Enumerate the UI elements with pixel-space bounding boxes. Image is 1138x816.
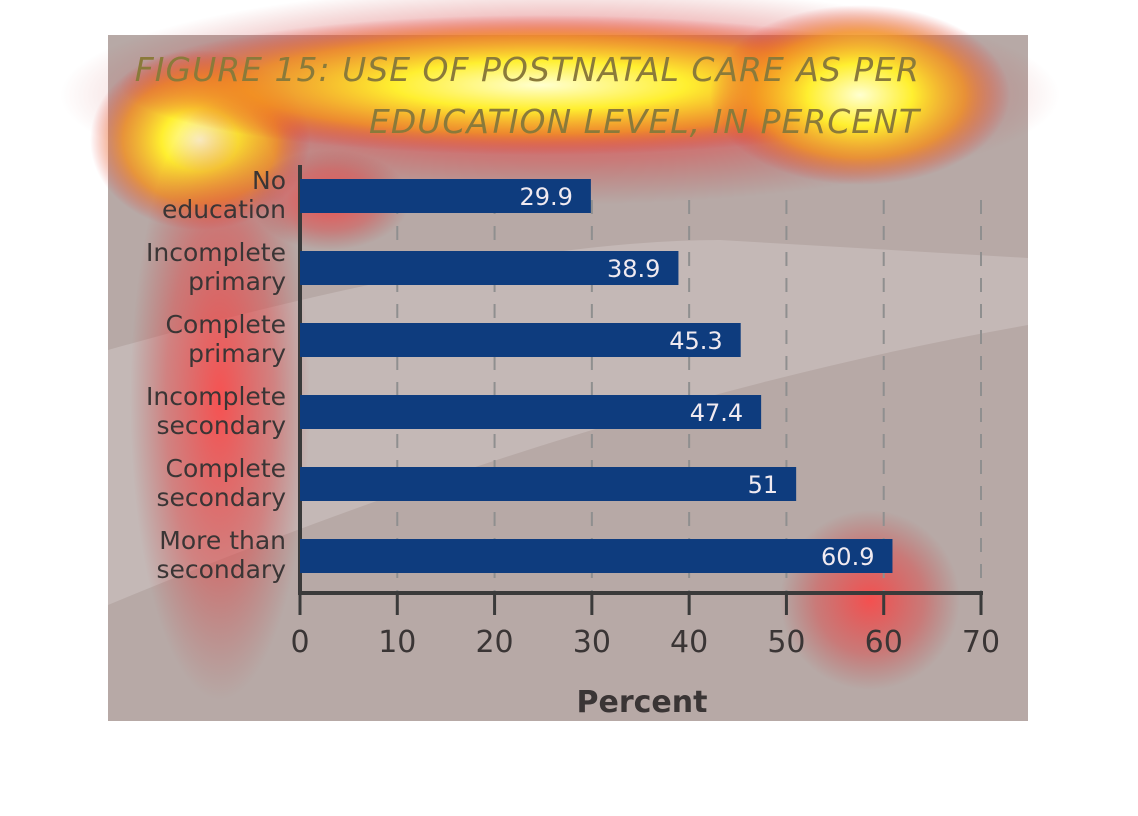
data-label: 38.9 [607, 255, 660, 283]
bar [300, 179, 591, 213]
heatmap [60, 0, 1060, 700]
y-tick-label: Complete primary [165, 310, 286, 368]
data-label: 60.9 [821, 543, 874, 571]
bar [300, 467, 797, 501]
x-tick-label: 10 [378, 625, 416, 660]
x-tick-label: 40 [670, 625, 708, 660]
x-tick-label: 50 [767, 625, 805, 660]
data-label: 45.3 [669, 327, 722, 355]
data-label: 47.4 [690, 399, 743, 427]
y-tick-label: More than secondary [156, 526, 286, 584]
chart-title: FIGURE 15: USE OF POSTNATAL CARE AS PER … [134, 50, 920, 141]
x-tick-label: 60 [865, 625, 903, 660]
bar [300, 539, 893, 573]
y-tick-label: Incomplete secondary [146, 382, 286, 440]
x-axis-label: Percent [577, 685, 708, 720]
x-tick-label: 0 [290, 625, 309, 660]
x-tick-label: 20 [475, 625, 513, 660]
data-label: 29.9 [519, 183, 572, 211]
bar [300, 251, 679, 285]
x-tick-label: 70 [962, 625, 1000, 660]
x-tick-label: 30 [573, 625, 611, 660]
y-tick-label: Incomplete primary [146, 238, 286, 296]
data-label: 51 [748, 471, 779, 499]
bar [300, 323, 741, 357]
bar [300, 395, 762, 429]
y-tick-label: Complete secondary [156, 454, 286, 512]
y-tick-label: No education [161, 166, 286, 224]
